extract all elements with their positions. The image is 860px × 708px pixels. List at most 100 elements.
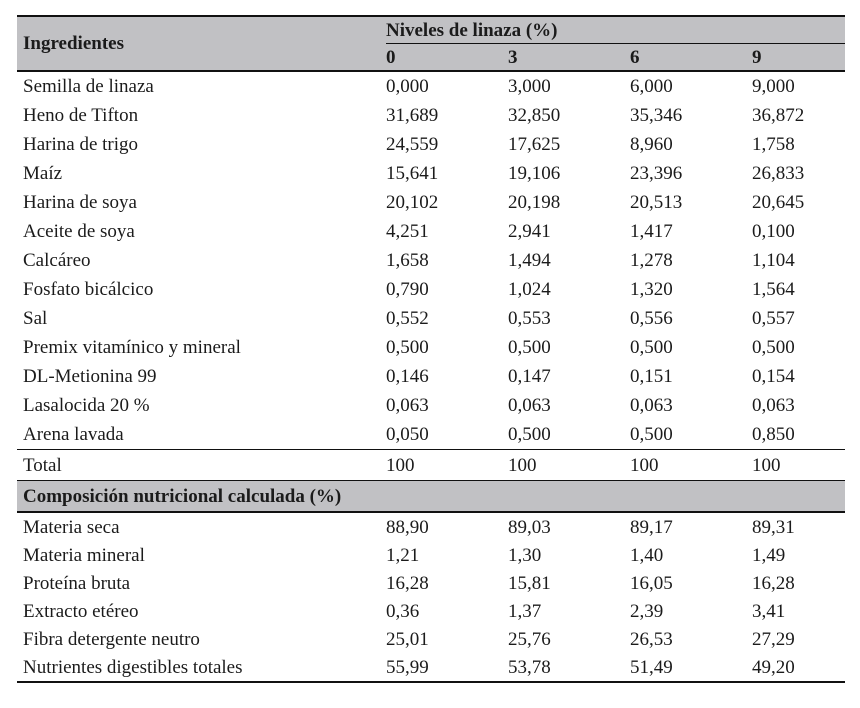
value-cell: 8,960: [630, 134, 673, 155]
value-cell: 20,102: [386, 192, 439, 213]
section-header-label: Composición nutricional calculada (%): [17, 480, 846, 513]
group-header-label: Niveles de linaza (%): [386, 20, 558, 41]
table-row: Nutrientes digestibles totales 55,99 53,…: [17, 653, 845, 682]
group-header-underline: [386, 43, 846, 44]
table-row: Proteína bruta 16,28 15,81 16,05 16,28: [17, 569, 845, 597]
value-cell: 88,90: [386, 516, 429, 538]
value-cell: 6,000: [630, 76, 673, 97]
table-row: Calcáreo 1,658 1,494 1,278 1,104: [17, 246, 845, 275]
ingredients-section: Semilla de linaza 0,000 3,000 6,000 9,00…: [17, 71, 846, 513]
value-cell: 0,500: [508, 337, 551, 358]
total-row: Total 100 100 100 100: [17, 449, 846, 481]
value-cell: 27,29: [752, 628, 795, 650]
value-cell: 1,21: [386, 544, 420, 566]
nutrient-label: Materia seca: [23, 516, 120, 538]
value-cell: 0,552: [386, 308, 429, 329]
ingredient-label: Harina de soya: [23, 192, 137, 213]
value-cell: 1,658: [386, 250, 429, 271]
value-cell: 20,198: [508, 192, 561, 213]
ingredient-label: Sal: [23, 308, 48, 329]
value-cell: 1,494: [508, 250, 551, 271]
value-cell: 51,49: [630, 656, 673, 678]
value-cell: 1,024: [508, 279, 551, 300]
table-row: Materia mineral 1,21 1,30 1,40 1,49: [17, 541, 845, 569]
table-row: DL-Metionina 99 0,146 0,147 0,151 0,154: [17, 362, 845, 391]
value-cell: 0,500: [630, 424, 673, 445]
value-cell: 17,625: [508, 134, 561, 155]
ingredient-label: Fosfato bicálcico: [23, 279, 154, 300]
value-cell: 1,320: [630, 279, 673, 300]
value-cell: 0,500: [630, 337, 673, 358]
value-cell: 31,689: [386, 105, 439, 126]
value-cell: 32,850: [508, 105, 561, 126]
table-row: Heno de Tifton 31,689 32,850 35,346 36,8…: [17, 101, 845, 130]
table-row: Fibra detergente neutro 25,01 25,76 26,5…: [17, 625, 845, 653]
value-cell: 0,850: [752, 424, 795, 445]
value-cell: 100: [602, 449, 724, 481]
value-cell: 0,050: [386, 424, 429, 445]
value-cell: 0,154: [752, 366, 795, 387]
table-row: Fosfato bicálcico 0,790 1,024 1,320 1,56…: [17, 275, 845, 304]
table-row: Aceite de soya 4,251 2,941 1,417 0,100: [17, 217, 845, 246]
value-cell: 1,40: [630, 544, 664, 566]
table-row: Maíz 15,641 19,106 23,396 26,833: [17, 159, 845, 188]
value-cell: 36,872: [752, 105, 805, 126]
value-cell: 1,564: [752, 279, 795, 300]
value-cell: 3,41: [752, 600, 786, 622]
value-cell: 1,104: [752, 250, 795, 271]
table-row: Extracto etéreo 0,36 1,37 2,39 3,41: [17, 597, 845, 625]
nutrient-label: Fibra detergente neutro: [23, 628, 200, 650]
value-cell: 0,100: [752, 221, 795, 242]
value-cell: 16,05: [630, 572, 673, 594]
value-cell: 0,556: [630, 308, 673, 329]
value-cell: 15,81: [508, 572, 551, 594]
value-cell: 55,99: [386, 656, 429, 678]
ingredient-label: Harina de trigo: [23, 134, 139, 155]
value-cell: 16,28: [752, 572, 795, 594]
column-header-ingredientes: Ingredientes: [17, 16, 358, 71]
value-cell: 3,000: [508, 76, 551, 97]
value-cell: 16,28: [386, 572, 429, 594]
value-cell: 89,17: [630, 516, 673, 538]
value-cell: 2,39: [630, 600, 664, 622]
value-cell: 35,346: [630, 105, 683, 126]
ingredient-label: Heno de Tifton: [23, 105, 139, 126]
ingredient-label: Aceite de soya: [23, 221, 135, 242]
value-cell: 49,20: [752, 656, 795, 678]
table-header: Ingredientes Niveles de linaza (%) 0 3 6…: [17, 16, 846, 71]
table-row: Materia seca 88,90 89,03 89,17 89,31: [17, 512, 845, 541]
value-cell: 4,251: [386, 221, 429, 242]
value-cell: 0,790: [386, 279, 429, 300]
value-cell: 9,000: [752, 76, 795, 97]
level-header-9: 9: [724, 44, 846, 71]
value-cell: 20,513: [630, 192, 683, 213]
table-row: Harina de soya 20,102 20,198 20,513 20,6…: [17, 188, 845, 217]
table-row: Harina de trigo 24,559 17,625 8,960 1,75…: [17, 130, 845, 159]
header-row-group: Ingredientes Niveles de linaza (%): [17, 16, 846, 71]
value-cell: 0,063: [386, 395, 429, 416]
value-cell: 0,553: [508, 308, 551, 329]
ingredient-label: Arena lavada: [23, 424, 124, 445]
ingredient-label: DL-Metionina 99: [23, 366, 157, 387]
nutrition-section: Materia seca 88,90 89,03 89,17 89,31 Mat…: [17, 512, 845, 682]
value-cell: 0,063: [630, 395, 673, 416]
value-cell: 23,396: [630, 163, 683, 184]
value-cell: 15,641: [386, 163, 439, 184]
value-cell: 20,645: [752, 192, 805, 213]
value-cell: 0,151: [630, 366, 673, 387]
level-header-6: 6: [602, 44, 724, 71]
nutrient-label: Proteína bruta: [23, 572, 131, 594]
value-cell: 100: [358, 449, 480, 481]
value-cell: 0,36: [386, 600, 420, 622]
total-label: Total: [17, 449, 358, 481]
ingredient-label: Semilla de linaza: [23, 76, 154, 97]
table-row: Sal 0,552 0,553 0,556 0,557: [17, 304, 845, 333]
level-header-0: 0: [358, 44, 480, 71]
ingredient-label: Maíz: [23, 163, 63, 184]
value-cell: 89,31: [752, 516, 795, 538]
value-cell: 0,063: [752, 395, 795, 416]
ingredient-label: Premix vitamínico y mineral: [23, 337, 241, 358]
value-cell: 1,49: [752, 544, 786, 566]
value-cell: 0,500: [386, 337, 429, 358]
nutrient-label: Extracto etéreo: [23, 600, 139, 622]
